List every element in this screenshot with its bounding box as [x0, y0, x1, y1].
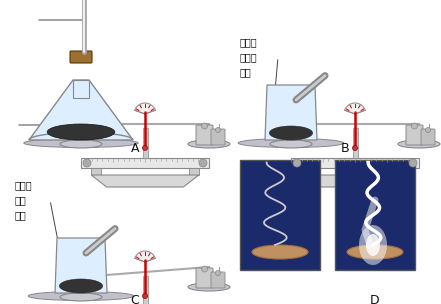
Bar	[301, 168, 311, 175]
Wedge shape	[345, 103, 365, 114]
Text: 稀盐酸: 稀盐酸	[15, 180, 33, 190]
Bar	[91, 168, 101, 175]
Ellipse shape	[238, 139, 344, 147]
Text: C: C	[131, 293, 139, 304]
Text: 铁钉: 铁钉	[15, 210, 27, 220]
Ellipse shape	[24, 139, 138, 147]
Ellipse shape	[28, 292, 134, 300]
FancyBboxPatch shape	[196, 125, 213, 145]
Ellipse shape	[347, 245, 403, 259]
Circle shape	[142, 146, 147, 150]
Circle shape	[199, 159, 207, 167]
Circle shape	[142, 293, 147, 299]
FancyBboxPatch shape	[196, 268, 213, 288]
FancyBboxPatch shape	[406, 125, 423, 145]
Circle shape	[426, 127, 430, 133]
Polygon shape	[265, 85, 317, 140]
Circle shape	[352, 146, 358, 150]
Circle shape	[202, 266, 208, 272]
Text: A: A	[131, 141, 139, 154]
Circle shape	[411, 123, 418, 129]
Text: 稀盐酸: 稀盐酸	[240, 37, 258, 47]
FancyBboxPatch shape	[211, 272, 225, 288]
Ellipse shape	[252, 245, 308, 259]
Bar	[399, 168, 409, 175]
Bar	[142, 276, 147, 304]
Text: B: B	[341, 141, 349, 154]
Ellipse shape	[366, 234, 380, 256]
Circle shape	[216, 127, 220, 133]
Text: 粉末: 粉末	[240, 67, 252, 77]
Text: 碳酸钠: 碳酸钠	[240, 52, 258, 62]
Ellipse shape	[47, 124, 115, 140]
Text: 溶液: 溶液	[15, 195, 27, 205]
Bar	[142, 128, 147, 158]
Bar	[189, 168, 198, 175]
Bar	[73, 80, 89, 98]
Ellipse shape	[188, 140, 230, 148]
Polygon shape	[29, 80, 133, 140]
Ellipse shape	[269, 126, 313, 140]
Wedge shape	[135, 103, 155, 114]
Bar	[81, 158, 209, 168]
Ellipse shape	[398, 140, 440, 148]
Ellipse shape	[359, 225, 387, 265]
Polygon shape	[91, 175, 199, 187]
Ellipse shape	[188, 283, 230, 291]
Ellipse shape	[60, 293, 102, 301]
Ellipse shape	[60, 279, 103, 293]
FancyBboxPatch shape	[240, 160, 320, 270]
FancyBboxPatch shape	[70, 51, 92, 63]
Circle shape	[202, 123, 208, 129]
Wedge shape	[135, 251, 155, 262]
FancyBboxPatch shape	[421, 129, 435, 145]
Bar	[352, 128, 358, 158]
Polygon shape	[301, 175, 409, 187]
FancyBboxPatch shape	[335, 160, 415, 270]
Circle shape	[83, 159, 91, 167]
FancyBboxPatch shape	[211, 129, 225, 145]
Polygon shape	[55, 238, 107, 293]
Ellipse shape	[60, 140, 102, 148]
Text: D: D	[370, 293, 380, 304]
Circle shape	[409, 159, 417, 167]
Bar	[291, 158, 419, 168]
Circle shape	[216, 271, 220, 275]
Ellipse shape	[270, 140, 312, 148]
Circle shape	[293, 159, 301, 167]
